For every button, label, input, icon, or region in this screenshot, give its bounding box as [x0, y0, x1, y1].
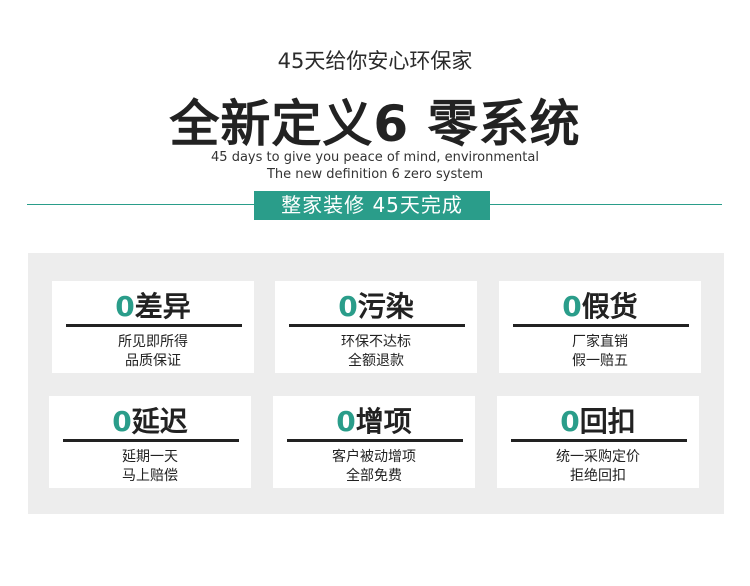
card-title: 0污染 — [275, 285, 477, 325]
card-title: 0增项 — [273, 400, 475, 440]
headline: 全新定义6 零系统 — [169, 95, 581, 153]
card-underline — [289, 324, 465, 327]
card-line-2: 品质保证 — [125, 353, 181, 369]
card-underline — [513, 324, 689, 327]
card-line-1: 厂家直销 — [572, 334, 628, 350]
banner: 整家装修 45天完成 — [254, 191, 490, 220]
card-line-1: 统一采购定价 — [556, 449, 640, 465]
card-title-text: 假货 — [581, 290, 638, 323]
card-line-1: 客户被动增项 — [332, 449, 416, 465]
card-underline — [66, 324, 242, 327]
zero-digit: 0 — [562, 290, 582, 323]
card-title: 0假货 — [499, 285, 701, 325]
card-zero-difference: 0差异 所见即所得 品质保证 — [52, 281, 254, 373]
card-title: 0回扣 — [497, 400, 699, 440]
english-line-1: 45 days to give you peace of mind, envir… — [211, 150, 539, 165]
card-title-text: 回扣 — [579, 405, 636, 438]
card-zero-fake: 0假货 厂家直销 假一赔五 — [499, 281, 701, 373]
card-line-1: 所见即所得 — [118, 334, 188, 350]
card-line-1: 环保不达标 — [341, 334, 411, 350]
english-line-2: The new definition 6 zero system — [266, 167, 483, 182]
card-zero-pollution: 0污染 环保不达标 全额退款 — [275, 281, 477, 373]
card-underline — [287, 439, 463, 442]
zero-digit: 0 — [560, 405, 580, 438]
card-line-1: 延期一天 — [122, 449, 178, 465]
cards-panel: 0差异 所见即所得 品质保证 0污染 环保不达标 全额退款 0假货 厂家直销 假… — [28, 253, 724, 514]
card-title-text: 污染 — [357, 290, 414, 323]
zero-digit: 0 — [115, 290, 135, 323]
subtitle: 45天给你安心环保家 — [277, 49, 473, 73]
card-title-text: 延迟 — [131, 405, 188, 438]
zero-digit: 0 — [112, 405, 132, 438]
card-line-2: 全额退款 — [348, 353, 404, 369]
card-title: 0延迟 — [49, 400, 251, 440]
card-title-text: 差异 — [134, 290, 191, 323]
zero-digit: 0 — [336, 405, 356, 438]
card-zero-kickback: 0回扣 统一采购定价 拒绝回扣 — [497, 396, 699, 488]
card-zero-delay: 0延迟 延期一天 马上赔偿 — [49, 396, 251, 488]
card-line-2: 拒绝回扣 — [570, 468, 626, 484]
card-line-2: 马上赔偿 — [122, 468, 178, 484]
card-underline — [511, 439, 687, 442]
card-underline — [63, 439, 239, 442]
card-line-2: 假一赔五 — [572, 353, 628, 369]
card-line-2: 全部免费 — [346, 468, 402, 484]
card-zero-extra-items: 0增项 客户被动增项 全部免费 — [273, 396, 475, 488]
zero-digit: 0 — [338, 290, 358, 323]
card-title-text: 增项 — [355, 405, 412, 438]
card-title: 0差异 — [52, 285, 254, 325]
